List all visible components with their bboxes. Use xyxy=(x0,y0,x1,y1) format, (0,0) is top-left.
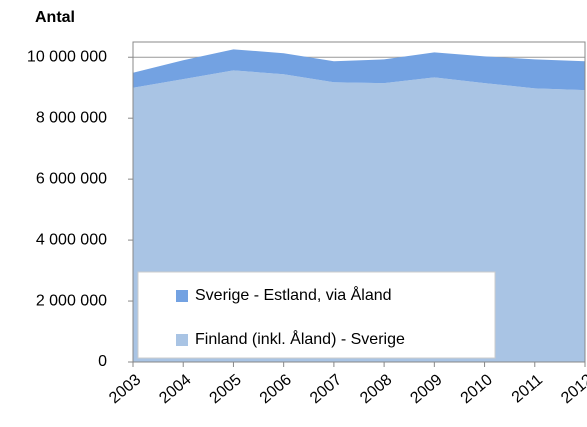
y-tick-label: 2 000 000 xyxy=(36,292,107,309)
legend-swatch xyxy=(176,334,188,346)
x-tick-label: 2008 xyxy=(357,371,395,407)
y-tick-label: 8 000 000 xyxy=(36,109,107,126)
y-tick-label: 4 000 000 xyxy=(36,231,107,248)
y-axis-title: Antal xyxy=(35,9,75,26)
y-tick-label: 10 000 000 xyxy=(27,48,107,65)
x-tick-label: 2004 xyxy=(156,371,194,407)
legend-label: Finland (inkl. Åland) - Sverige xyxy=(195,329,405,348)
plot-border xyxy=(132,41,586,363)
legend-label: Sverige - Estland, via Åland xyxy=(195,285,392,304)
y-tick-label: 6 000 000 xyxy=(36,170,107,187)
x-tick-label: 2012 xyxy=(558,371,587,407)
x-tick-label: 2009 xyxy=(407,371,445,407)
x-tick-label: 2007 xyxy=(307,371,345,407)
x-tick-label: 2003 xyxy=(106,371,144,407)
legend xyxy=(137,271,496,359)
area xyxy=(133,49,585,91)
x-tick-label: 2005 xyxy=(207,371,245,407)
legend-swatch xyxy=(176,290,188,302)
x-tick-label: 2006 xyxy=(257,371,295,407)
x-tick-label: 2010 xyxy=(458,371,496,407)
y-tick-label: 0 xyxy=(98,353,107,370)
x-tick-label: 2011 xyxy=(509,371,546,406)
